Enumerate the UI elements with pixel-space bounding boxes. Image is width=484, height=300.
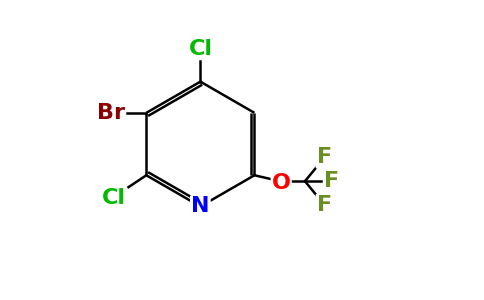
Text: Cl: Cl (102, 188, 126, 208)
Text: F: F (317, 195, 332, 215)
Text: N: N (191, 196, 210, 217)
Text: F: F (324, 171, 339, 191)
Text: O: O (272, 173, 291, 193)
Text: F: F (317, 147, 332, 167)
Text: Br: Br (97, 103, 125, 123)
Text: Cl: Cl (188, 39, 212, 59)
